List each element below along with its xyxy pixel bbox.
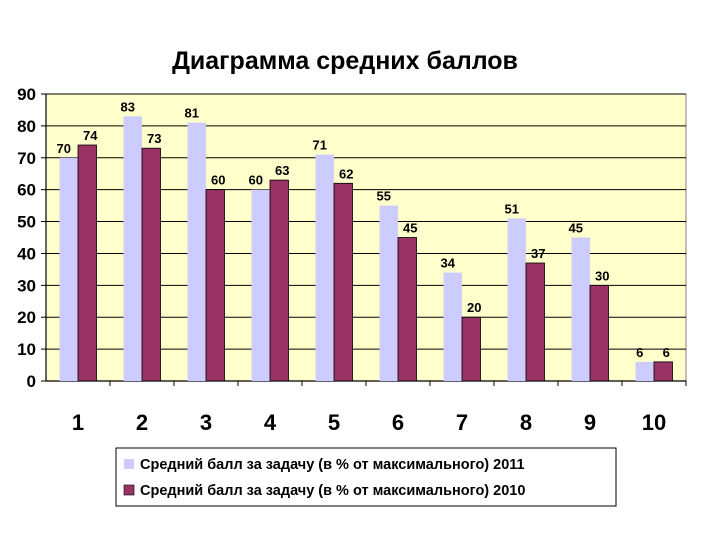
x-tick-label: 4 — [264, 410, 277, 435]
y-tick-label: 50 — [17, 213, 36, 232]
legend: Средний балл за задачу (в % от максималь… — [115, 447, 617, 507]
data-label: 45 — [569, 221, 583, 236]
bar-series-2 — [205, 189, 225, 382]
data-label: 63 — [275, 163, 289, 178]
bar-series-1 — [507, 218, 526, 381]
data-label: 34 — [441, 256, 456, 271]
data-label: 6 — [663, 345, 670, 360]
legend-swatch-2 — [123, 484, 135, 496]
data-label: 70 — [57, 141, 71, 156]
y-tick-label: 70 — [17, 149, 36, 168]
bar-series-1 — [187, 122, 206, 381]
y-tick-label: 0 — [27, 372, 36, 391]
legend-label-2: Средний балл за задачу (в % от максималь… — [140, 483, 525, 499]
bar-series-1 — [123, 116, 142, 382]
bar-series-1 — [571, 237, 590, 381]
data-label: 45 — [403, 221, 417, 236]
data-label: 20 — [467, 300, 481, 315]
bar-series-2 — [525, 262, 545, 382]
bar-series-1 — [379, 205, 398, 381]
bar-series-2 — [77, 144, 97, 382]
bar-series-2 — [653, 361, 673, 382]
legend-box — [115, 447, 617, 507]
data-label: 51 — [505, 201, 519, 216]
x-tick-label: 10 — [642, 410, 666, 435]
bar-series-1 — [315, 154, 334, 381]
x-tick-label: 7 — [456, 410, 468, 435]
x-tick-label: 6 — [392, 410, 404, 435]
legend-swatch-1 — [124, 459, 134, 469]
x-tick-label: 1 — [72, 410, 84, 435]
x-tick-label: 2 — [136, 410, 148, 435]
data-label: 37 — [531, 246, 545, 261]
data-label: 30 — [595, 268, 609, 283]
bar-series-2 — [589, 284, 609, 382]
y-tick-label: 40 — [17, 244, 36, 263]
bar-series-1 — [251, 189, 270, 381]
data-label: 60 — [249, 173, 263, 188]
y-tick-label: 20 — [17, 308, 36, 327]
bar-series-2 — [269, 179, 289, 382]
x-tick-label: 3 — [200, 410, 212, 435]
x-tick-label: 5 — [328, 410, 340, 435]
data-label: 74 — [83, 128, 98, 143]
x-tick-label: 8 — [520, 410, 532, 435]
data-label: 60 — [211, 173, 225, 188]
y-tick-label: 80 — [17, 117, 36, 136]
y-tick-label: 90 — [17, 85, 36, 104]
data-label: 83 — [121, 99, 135, 114]
bar-series-2 — [333, 182, 353, 382]
data-label: 81 — [185, 106, 199, 121]
data-label: 6 — [636, 345, 643, 360]
data-label: 55 — [377, 189, 391, 204]
bar-series-2 — [397, 237, 417, 382]
y-tick-label: 60 — [17, 181, 36, 200]
y-tick-label: 30 — [17, 276, 36, 295]
plot-area: 0102030405060708090707418373281603606347… — [17, 85, 687, 435]
bar-series-1 — [59, 157, 78, 381]
data-label: 71 — [313, 138, 327, 153]
chart-title: Диаграмма средних баллов — [172, 47, 518, 75]
bar-series-1 — [443, 272, 462, 381]
y-tick-label: 10 — [17, 340, 36, 359]
bar-series-2 — [461, 316, 481, 382]
bar-series-1 — [635, 361, 654, 381]
data-label: 73 — [147, 131, 161, 146]
x-tick-label: 9 — [584, 410, 596, 435]
data-label: 62 — [339, 166, 353, 181]
legend-label-1: Средний балл за задачу (в % от максималь… — [140, 457, 525, 473]
bar-series-2 — [141, 147, 161, 382]
